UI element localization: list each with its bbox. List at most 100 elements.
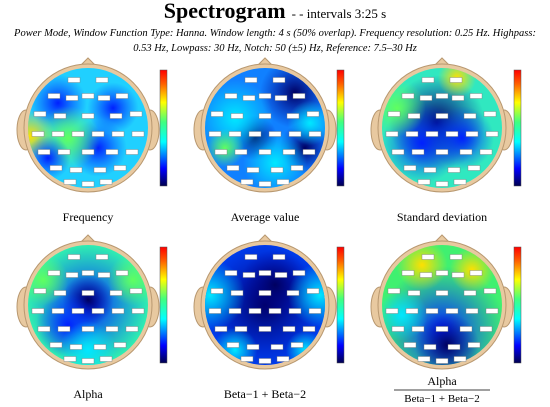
topo-map [205, 68, 325, 188]
electrode-label [111, 131, 125, 137]
title-line: Spectrogram - - intervals 3:25 s [164, 0, 386, 23]
electrode-label [419, 272, 433, 278]
electrode-label [387, 111, 401, 117]
electrode-label [435, 326, 449, 332]
electrode-label [246, 344, 260, 350]
electrode-label [290, 165, 304, 171]
electrode-label [451, 272, 465, 278]
electrode-label [391, 149, 405, 155]
electrode-label [403, 165, 417, 171]
electrode-label [57, 326, 71, 332]
electrode-label [445, 308, 459, 314]
electrode-label [385, 308, 399, 314]
colorbar [336, 246, 345, 364]
panel-label: Alpha [73, 387, 103, 401]
electrode-label [282, 149, 296, 155]
electrode-label [125, 149, 139, 155]
electrode-label [421, 254, 435, 260]
panel-label: Beta−1 + Beta−2 [224, 387, 306, 401]
electrode-label [276, 179, 290, 185]
electrode-label [272, 254, 286, 260]
electrode-label [272, 77, 286, 83]
electrode-label [224, 93, 238, 99]
electrode-label [51, 308, 65, 314]
electrode-label [292, 93, 306, 99]
panel-label-numerator: Alpha [427, 374, 457, 388]
electrode-label [258, 181, 272, 187]
electrode-label [81, 290, 95, 296]
electrode-label [93, 167, 107, 173]
electrode-label [115, 270, 129, 276]
panel-label: Frequency [63, 210, 114, 224]
electrode-label [282, 326, 296, 332]
electrode-label [447, 344, 461, 350]
electrode-label [465, 131, 479, 137]
electrode-label [65, 95, 79, 101]
electrode-label [258, 326, 272, 332]
electrode-label [111, 308, 125, 314]
electrode-label [405, 131, 419, 137]
electrode-label [81, 113, 95, 119]
panel-label-denominator: Beta−1 + Beta−2 [404, 393, 479, 405]
electrode-label [131, 131, 145, 137]
topo-panel: Frequency [16, 57, 168, 224]
colorbar [159, 246, 168, 364]
electrode-label [453, 179, 467, 185]
electrode-label [407, 113, 421, 119]
electrode-label [226, 342, 240, 348]
electrode-label [258, 270, 272, 276]
map-blob [205, 259, 246, 331]
electrode-label [447, 167, 461, 173]
electrode-label [419, 95, 433, 101]
electrode-label [109, 113, 123, 119]
electrode-label [465, 308, 479, 314]
electrode-label [288, 308, 302, 314]
electrode-label [467, 165, 481, 171]
electrode-label [230, 113, 244, 119]
electrode-label [435, 93, 449, 99]
electrode-label [67, 77, 81, 83]
topo-panel: Beta−1 + Beta−2 [193, 234, 345, 401]
electrode-label [485, 131, 499, 137]
electrode-label [270, 167, 284, 173]
electrode-label [37, 149, 51, 155]
electrode-label [31, 308, 45, 314]
electrode-label [417, 356, 431, 362]
panels: Frequency Average value Standard deviation… [16, 57, 522, 405]
electrode-label [435, 181, 449, 187]
electrode-label [81, 149, 95, 155]
electrode-label [31, 131, 45, 137]
electrode-label [449, 77, 463, 83]
electrode-label [81, 93, 95, 99]
electrode-label [81, 326, 95, 332]
electrode-label [105, 326, 119, 332]
electrode-label [210, 288, 224, 294]
colorbar [513, 246, 522, 364]
electrode-label [276, 356, 290, 362]
electrode-label [411, 149, 425, 155]
electrode-label [292, 270, 306, 276]
electrode-label [403, 342, 417, 348]
electrode-label [33, 111, 47, 117]
electrode-label [65, 272, 79, 278]
electrode-label [467, 342, 481, 348]
electrode-label [224, 270, 238, 276]
electrode-label [391, 326, 405, 332]
electrode-label [463, 113, 477, 119]
electrode-label [411, 326, 425, 332]
electrode-label [407, 290, 421, 296]
electrode-label [69, 344, 83, 350]
electrode-label [63, 179, 77, 185]
electrode-label [479, 326, 493, 332]
electrode-label [208, 308, 222, 314]
electrode-label [105, 149, 119, 155]
electrode-label [268, 308, 282, 314]
electrode-label [228, 131, 242, 137]
panel-label: Standard deviation [397, 210, 487, 224]
electrode-label [258, 93, 272, 99]
electrode-label [234, 326, 248, 332]
electrode-label [230, 290, 244, 296]
electrode-label [308, 308, 322, 314]
electrode-label [453, 356, 467, 362]
description-line: 0.53 Hz, Lowpass: 30 Hz, Notch: 50 (±5) … [133, 43, 417, 54]
